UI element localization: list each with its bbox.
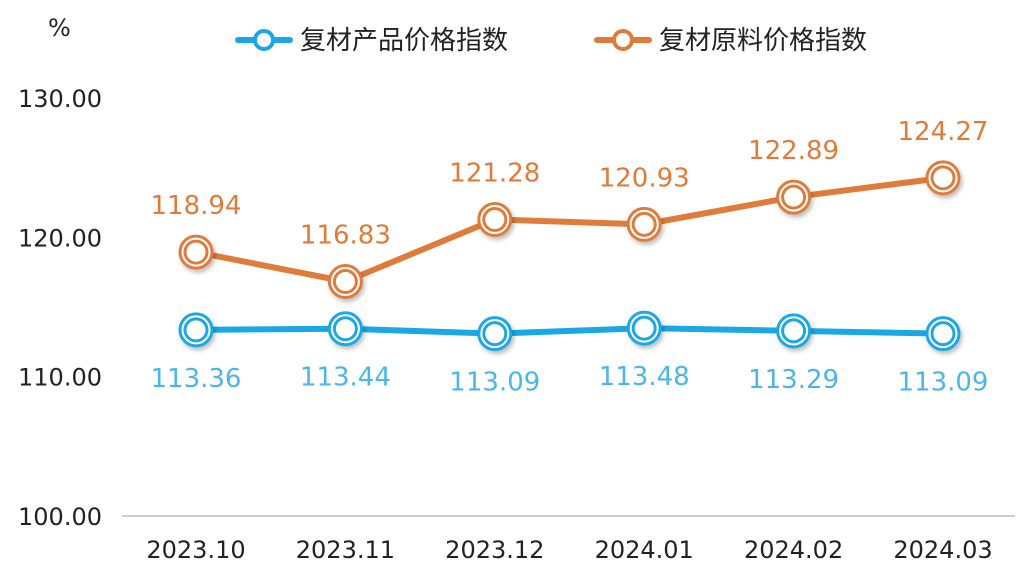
legend-marker-1 — [612, 29, 634, 51]
data-point — [925, 160, 961, 196]
data-point-inner-ring — [332, 316, 358, 342]
data-point — [178, 312, 214, 348]
data-point — [776, 179, 812, 215]
data-label: 121.28 — [449, 158, 540, 188]
data-label: 113.09 — [449, 368, 540, 398]
x-tick-label: 2023.10 — [146, 536, 245, 564]
y-axis: 100.00 110.00 120.00 130.00 — [18, 85, 102, 531]
legend-marker-0 — [253, 29, 275, 51]
data-label: 118.94 — [151, 191, 242, 221]
data-point-inner-ring — [781, 184, 807, 210]
data-point-inner-ring — [482, 206, 508, 232]
y-tick-label: 100.00 — [18, 503, 102, 531]
x-axis: 2023.10 2023.11 2023.12 2024.01 2024.02 2024.… — [146, 536, 992, 564]
data-point-inner-ring — [631, 211, 657, 237]
legend-label-0: 复材产品价格指数 — [300, 26, 508, 56]
data-label: 116.83 — [300, 221, 391, 251]
data-label: 124.27 — [898, 117, 989, 147]
data-point-inner-ring — [332, 269, 358, 295]
data-point-inner-ring — [183, 317, 209, 343]
data-label: 113.48 — [599, 362, 690, 392]
x-tick-label: 2024.01 — [595, 536, 694, 564]
series-1: 118.94 116.83 121.28 120.93 122.89 124.27 — [151, 117, 989, 300]
x-tick-label: 2023.11 — [296, 536, 395, 564]
data-label: 122.89 — [748, 136, 839, 166]
data-label: 113.09 — [898, 368, 989, 398]
x-tick-label: 2024.02 — [744, 536, 843, 564]
data-point — [776, 313, 812, 349]
data-point-inner-ring — [631, 315, 657, 341]
data-point — [477, 201, 513, 237]
x-tick-label: 2024.03 — [893, 536, 992, 564]
data-point-inner-ring — [781, 318, 807, 344]
data-point — [626, 310, 662, 346]
data-point — [477, 316, 513, 352]
data-point-inner-ring — [930, 321, 956, 347]
y-tick-label: 110.00 — [18, 364, 102, 392]
legend-label-1: 复材原料价格指数 — [659, 26, 867, 56]
series-line — [193, 325, 946, 337]
data-point — [327, 311, 363, 347]
y-tick-label: 120.00 — [18, 224, 102, 252]
data-point-inner-ring — [930, 165, 956, 191]
data-point — [327, 264, 363, 300]
data-point — [925, 316, 961, 352]
series-layer: 113.36 113.44 113.09 113.48 113.29 113.09 118.… — [151, 117, 989, 398]
y-tick-label: 130.00 — [18, 85, 102, 113]
data-point — [626, 206, 662, 242]
data-point-inner-ring — [183, 239, 209, 265]
data-label: 120.93 — [599, 163, 690, 193]
y-axis-unit-label: % — [48, 14, 71, 42]
data-point — [178, 234, 214, 270]
legend: 复材产品价格指数 复材原料价格指数 — [235, 26, 867, 56]
data-point-inner-ring — [482, 321, 508, 347]
x-tick-label: 2023.12 — [445, 536, 544, 564]
data-label: 113.44 — [300, 363, 391, 393]
series-line — [193, 174, 946, 285]
data-label: 113.29 — [748, 365, 839, 395]
data-label: 113.36 — [151, 364, 242, 394]
series-0: 113.36 113.44 113.09 113.48 113.29 113.09 — [151, 310, 989, 398]
